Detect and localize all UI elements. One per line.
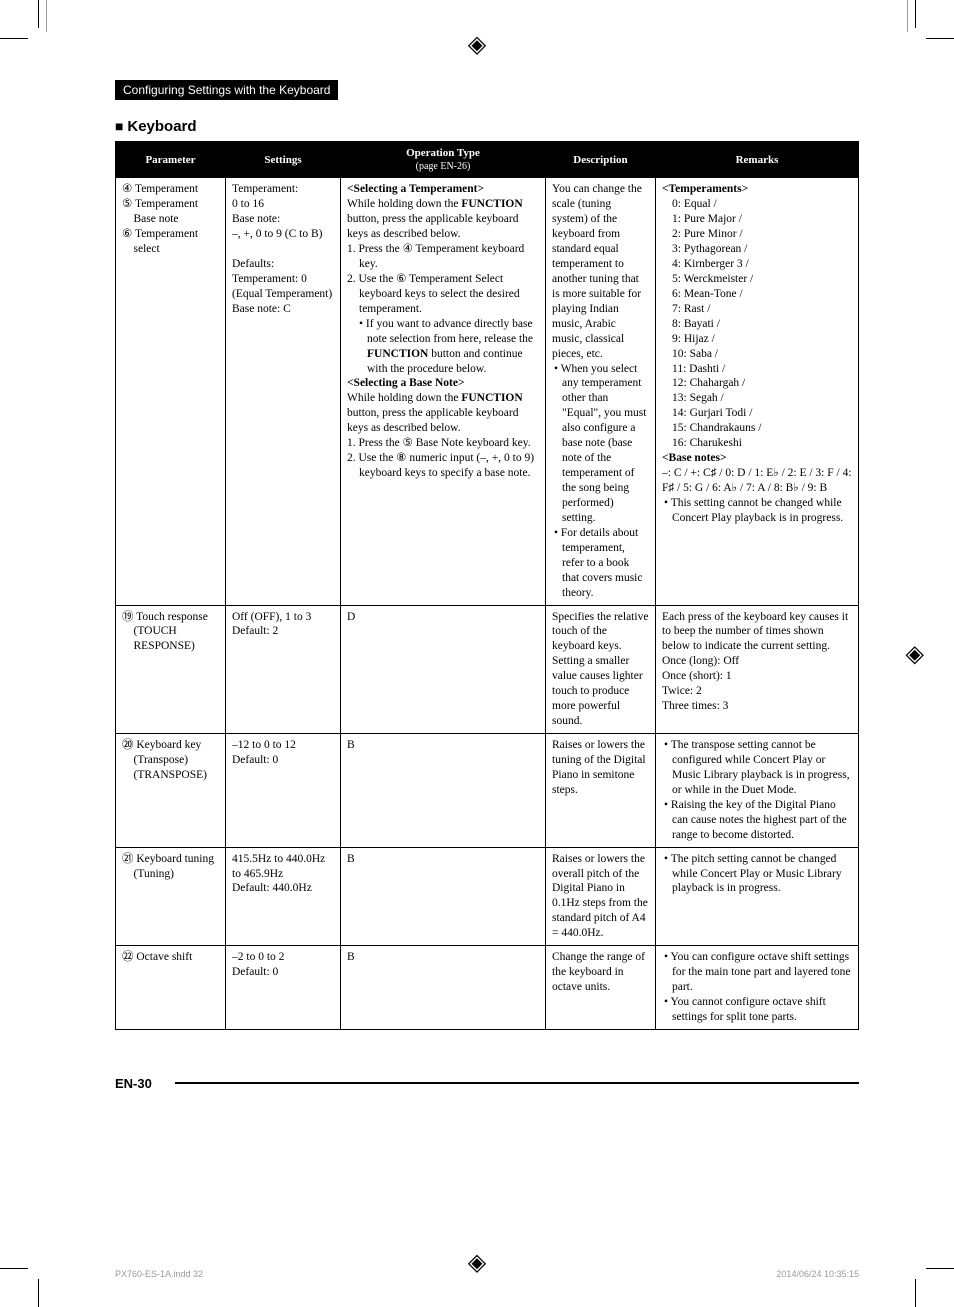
cell-operation: D <box>341 605 546 734</box>
cell-operation: B <box>341 847 546 946</box>
table-row: ㉑ Keyboard tuning (Tuning)415.5Hz to 440… <box>116 847 859 946</box>
cell-remarks: The pitch setting cannot be changed whil… <box>656 847 859 946</box>
section-title: Keyboard <box>115 118 859 135</box>
table-header-row: Parameter Settings Operation Type (page … <box>116 142 859 178</box>
footer-right: 2014/06/24 10:35:15 <box>776 1269 859 1279</box>
table-row: ⑲ Touch response (TOUCH RESPONSE)Off (OF… <box>116 605 859 734</box>
page-number: EN-30 <box>115 1070 859 1091</box>
cell-description: Raises or lowers the tuning of the Digit… <box>546 734 656 848</box>
th-settings: Settings <box>226 142 341 178</box>
th-op-sub: (page EN-26) <box>347 160 539 173</box>
cell-description: Specifies the relative touch of the keyb… <box>546 605 656 734</box>
cell-operation: B <box>341 734 546 848</box>
footer-info: PX760-ES-1A.indd 32 2014/06/24 10:35:15 <box>115 1269 859 1279</box>
cell-operation: B <box>341 946 546 1030</box>
cell-description: Raises or lowers the overall pitch of th… <box>546 847 656 946</box>
cell-settings: –12 to 0 to 12Default: 0 <box>226 734 341 848</box>
cell-parameter: ㉑ Keyboard tuning (Tuning) <box>116 847 226 946</box>
cell-remarks: Each press of the keyboard key causes it… <box>656 605 859 734</box>
table-row: ④ Temperament⑤ Temperament Base note⑥ Te… <box>116 178 859 605</box>
crop-marks-bottom <box>0 1257 954 1307</box>
table-row: ⑳ Keyboard key (Transpose) (TRANSPOSE)–1… <box>116 734 859 848</box>
table-row: ㉒ Octave shift–2 to 0 to 2Default: 0BCha… <box>116 946 859 1030</box>
cell-remarks: The transpose setting cannot be configur… <box>656 734 859 848</box>
cell-description: Change the range of the keyboard in octa… <box>546 946 656 1030</box>
th-description: Description <box>546 142 656 178</box>
cell-settings: 415.5Hz to 440.0Hz to 465.9HzDefault: 44… <box>226 847 341 946</box>
cell-description: You can change the scale (tuning system)… <box>546 178 656 605</box>
cell-settings: Temperament:0 to 16Base note:–, +, 0 to … <box>226 178 341 605</box>
cell-remarks: You can configure octave shift settings … <box>656 946 859 1030</box>
footer-left: PX760-ES-1A.indd 32 <box>115 1269 203 1279</box>
cell-parameter: ④ Temperament⑤ Temperament Base note⑥ Te… <box>116 178 226 605</box>
cell-operation: <Selecting a Temperament>While holding d… <box>341 178 546 605</box>
cell-remarks: <Temperaments>0: Equal /1: Pure Major /2… <box>656 178 859 605</box>
cell-settings: –2 to 0 to 2Default: 0 <box>226 946 341 1030</box>
cell-parameter: ㉒ Octave shift <box>116 946 226 1030</box>
cell-parameter: ⑳ Keyboard key (Transpose) (TRANSPOSE) <box>116 734 226 848</box>
th-operation: Operation Type (page EN-26) <box>341 142 546 178</box>
th-op-main: Operation Type <box>406 147 480 159</box>
page-content: Configuring Settings with the Keyboard K… <box>0 0 954 1151</box>
chapter-bar: Configuring Settings with the Keyboard <box>115 80 338 100</box>
cell-parameter: ⑲ Touch response (TOUCH RESPONSE) <box>116 605 226 734</box>
settings-table: Parameter Settings Operation Type (page … <box>115 141 859 1030</box>
th-remarks: Remarks <box>656 142 859 178</box>
cell-settings: Off (OFF), 1 to 3Default: 2 <box>226 605 341 734</box>
th-parameter: Parameter <box>116 142 226 178</box>
